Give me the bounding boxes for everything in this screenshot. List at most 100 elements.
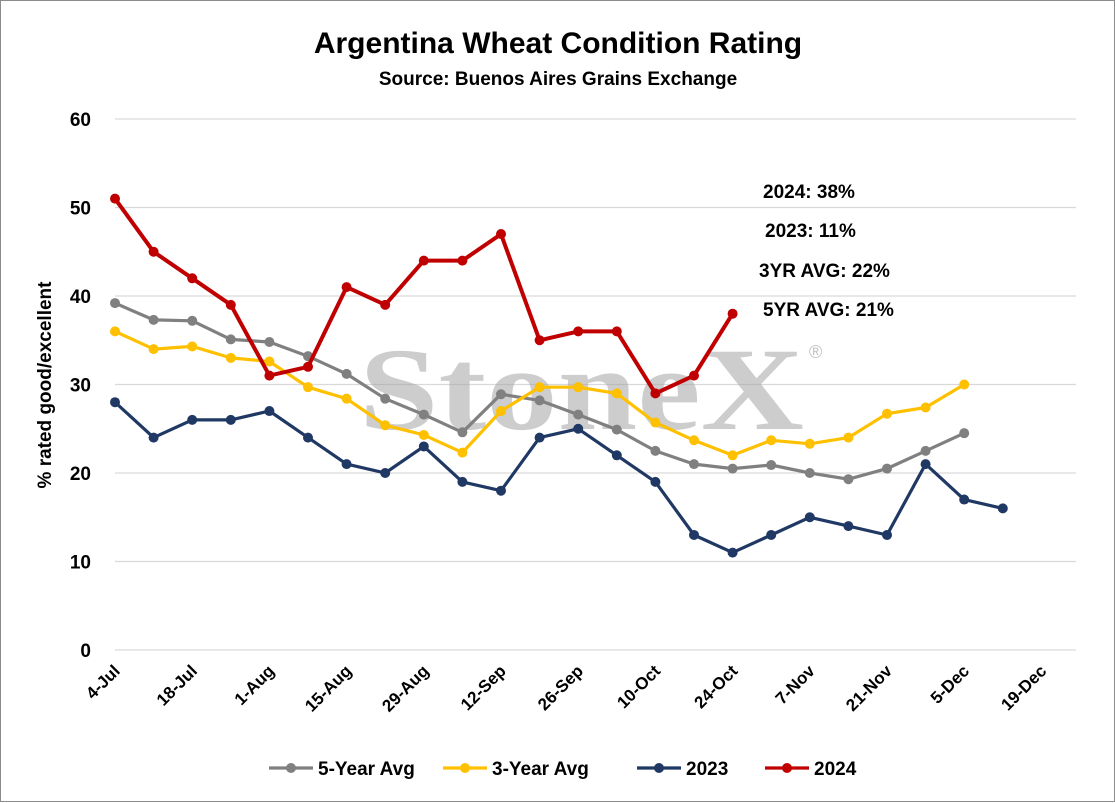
y-tick-label: 30 — [70, 376, 91, 397]
legend-label: 2023 — [686, 759, 728, 780]
data-point — [689, 459, 699, 470]
legend-item: 3-Year Avg — [443, 759, 589, 780]
data-point — [920, 402, 931, 413]
data-point — [650, 445, 661, 456]
data-point — [843, 521, 854, 532]
legend-swatch-marker — [460, 763, 470, 773]
watermark-registered-mark: ® — [809, 342, 822, 362]
legend-swatch-marker — [286, 763, 296, 773]
data-point — [303, 432, 313, 443]
data-point — [573, 409, 584, 420]
x-tick-label: 10-Oct — [613, 661, 664, 712]
annotation-label: 2023: 11% — [765, 221, 856, 242]
grid-lines — [115, 118, 1076, 651]
data-point — [148, 314, 159, 325]
x-tick-label: 1-Aug — [231, 661, 278, 708]
legend-label: 5-Year Avg — [318, 759, 415, 780]
series-2023 — [110, 397, 1008, 558]
data-point — [264, 356, 275, 367]
y-tick-label: 60 — [70, 110, 91, 131]
y-tick-label: 0 — [80, 641, 91, 662]
data-point — [804, 468, 815, 478]
data-point — [225, 334, 236, 345]
data-point — [611, 326, 622, 337]
x-tick-label: 21-Nov — [842, 661, 896, 715]
data-point — [959, 428, 970, 439]
data-point — [689, 370, 699, 381]
data-point — [766, 460, 777, 471]
data-point — [882, 463, 892, 474]
legend: 5-Year Avg 3-Year Avg 2023 2024 — [269, 759, 857, 780]
data-point — [727, 463, 738, 474]
data-point — [843, 432, 854, 443]
data-point — [766, 435, 777, 446]
y-axis-ticks: 0 10 20 30 40 50 60 — [70, 110, 91, 662]
data-point — [920, 459, 931, 470]
data-point — [882, 408, 892, 419]
data-point — [804, 438, 815, 449]
data-point — [689, 529, 699, 540]
data-point — [380, 393, 391, 404]
legend-item: 5-Year Avg — [269, 759, 415, 780]
data-point — [959, 494, 970, 505]
data-point — [727, 547, 738, 558]
data-point — [341, 368, 352, 379]
data-point — [341, 393, 352, 404]
data-point — [264, 337, 275, 348]
data-point — [457, 447, 468, 458]
legend-label: 3-Year Avg — [492, 759, 589, 780]
data-point — [264, 370, 275, 381]
data-point — [650, 476, 661, 487]
data-point — [727, 308, 738, 319]
series-3-year-avg — [110, 326, 970, 461]
annotation-label: 3YR AVG: 22% — [759, 261, 890, 282]
data-point — [650, 417, 661, 428]
data-point — [843, 474, 854, 485]
chart-subtitle: Source: Buenos Aires Grains Exchange — [379, 69, 737, 90]
data-point — [225, 352, 236, 363]
data-point — [225, 299, 236, 310]
x-axis-ticks: 4-Jul 18-Jul 1-Aug 15-Aug 29-Aug 12-Sep 26-Sep… — [82, 661, 1050, 716]
y-axis-label: % rated good/excellent — [35, 281, 56, 489]
data-point — [110, 326, 120, 337]
data-point — [457, 476, 468, 487]
series-5-year-avg — [110, 298, 970, 485]
data-point — [496, 406, 506, 417]
data-point — [341, 282, 352, 293]
data-point — [380, 420, 391, 431]
x-tick-label: 29-Aug — [378, 661, 432, 715]
data-point — [418, 255, 429, 266]
data-point — [148, 432, 159, 443]
annotation-label: 5YR AVG: 21% — [763, 300, 894, 321]
x-tick-label: 26-Sep — [534, 661, 587, 714]
data-point — [573, 326, 584, 337]
data-point — [766, 529, 777, 540]
data-point — [611, 450, 622, 461]
x-tick-label: 7-Nov — [772, 661, 819, 708]
data-point — [920, 445, 931, 456]
data-point — [418, 441, 429, 452]
annotations: 2024: 38% 2023: 11% 3YR AVG: 22% 5YR AVG: 2… — [759, 182, 894, 321]
data-point — [804, 512, 815, 523]
data-point — [418, 429, 429, 440]
data-point — [110, 298, 120, 309]
x-tick-label: 5-Dec — [927, 661, 973, 707]
legend-item: 2024 — [765, 759, 857, 780]
y-tick-label: 50 — [70, 199, 91, 220]
data-point — [380, 468, 391, 478]
data-point — [573, 423, 584, 434]
legend-label: 2024 — [814, 759, 857, 780]
data-point — [148, 246, 159, 257]
data-point — [187, 414, 198, 425]
chart-title: Argentina Wheat Condition Rating — [314, 27, 802, 60]
y-tick-label: 10 — [70, 553, 91, 574]
series-2024 — [110, 193, 738, 399]
data-point — [457, 427, 468, 438]
data-point — [496, 389, 506, 400]
data-point — [418, 409, 429, 420]
series-layer — [110, 193, 1008, 558]
x-tick-label: 12-Sep — [457, 661, 510, 714]
x-tick-label: 24-Oct — [691, 661, 742, 712]
data-point — [534, 395, 545, 406]
